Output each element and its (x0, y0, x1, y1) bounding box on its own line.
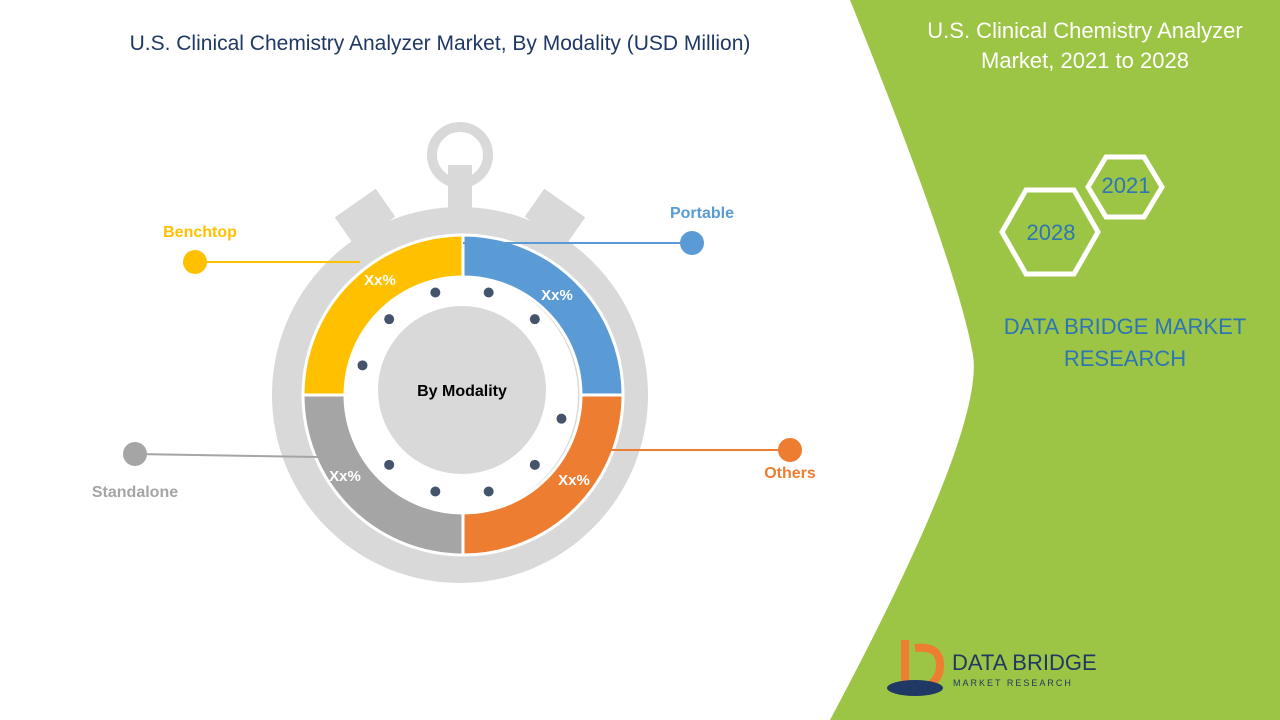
watch-stem (448, 165, 472, 215)
segment-label: Xx% (329, 468, 361, 485)
ring: Benchtop Xx% Portable Xx% Others Xx% Standalon… (92, 205, 816, 557)
tick-dot (556, 413, 567, 424)
side-title: U.S. Clinical Chemistry Analyzer Market,… (927, 18, 1243, 73)
leader-dot (680, 231, 704, 255)
leader-dot (183, 250, 207, 274)
segment-name: Benchtop (163, 224, 237, 241)
title: U.S. Clinical Chemistry Analyzer Market,… (129, 32, 751, 55)
tick-dot (483, 486, 494, 497)
tick-dot (430, 486, 441, 497)
center-label: By Modality (417, 383, 507, 400)
leader-line (134, 453, 319, 458)
hexagon (999, 187, 1101, 277)
segment-label: Xx% (558, 472, 590, 489)
segment-name: Portable (670, 205, 734, 222)
segment-name: Standalone (92, 484, 178, 501)
center-disc (378, 306, 546, 474)
watch-button (334, 188, 396, 246)
logo-name: DATA BRIDGE (952, 650, 1097, 675)
year-label: 2028 (1027, 220, 1076, 245)
hexagon (1085, 154, 1165, 220)
tick-dot (384, 459, 395, 470)
tick-dot (483, 287, 494, 298)
tick-dot (529, 314, 540, 325)
tick-dot (357, 360, 368, 371)
segment-name: Others (764, 465, 816, 482)
segment (301, 393, 465, 557)
brand: DATA BRIDGE MARKET RESEARCH (1003, 314, 1247, 371)
tick-dot (384, 314, 395, 325)
year-label: 2021 (1102, 173, 1151, 198)
leader-dot (123, 442, 147, 466)
side-panel-bg (830, 0, 1280, 720)
tick-dot (430, 287, 441, 298)
segment-label: Xx% (541, 287, 573, 304)
segment-label: Xx% (364, 272, 396, 289)
watch-button (524, 188, 586, 246)
logo-mark (887, 680, 943, 696)
logo-tagline: MARKET RESEARCH (953, 678, 1073, 688)
leader-dot (778, 438, 802, 462)
tick-dot (529, 459, 540, 470)
